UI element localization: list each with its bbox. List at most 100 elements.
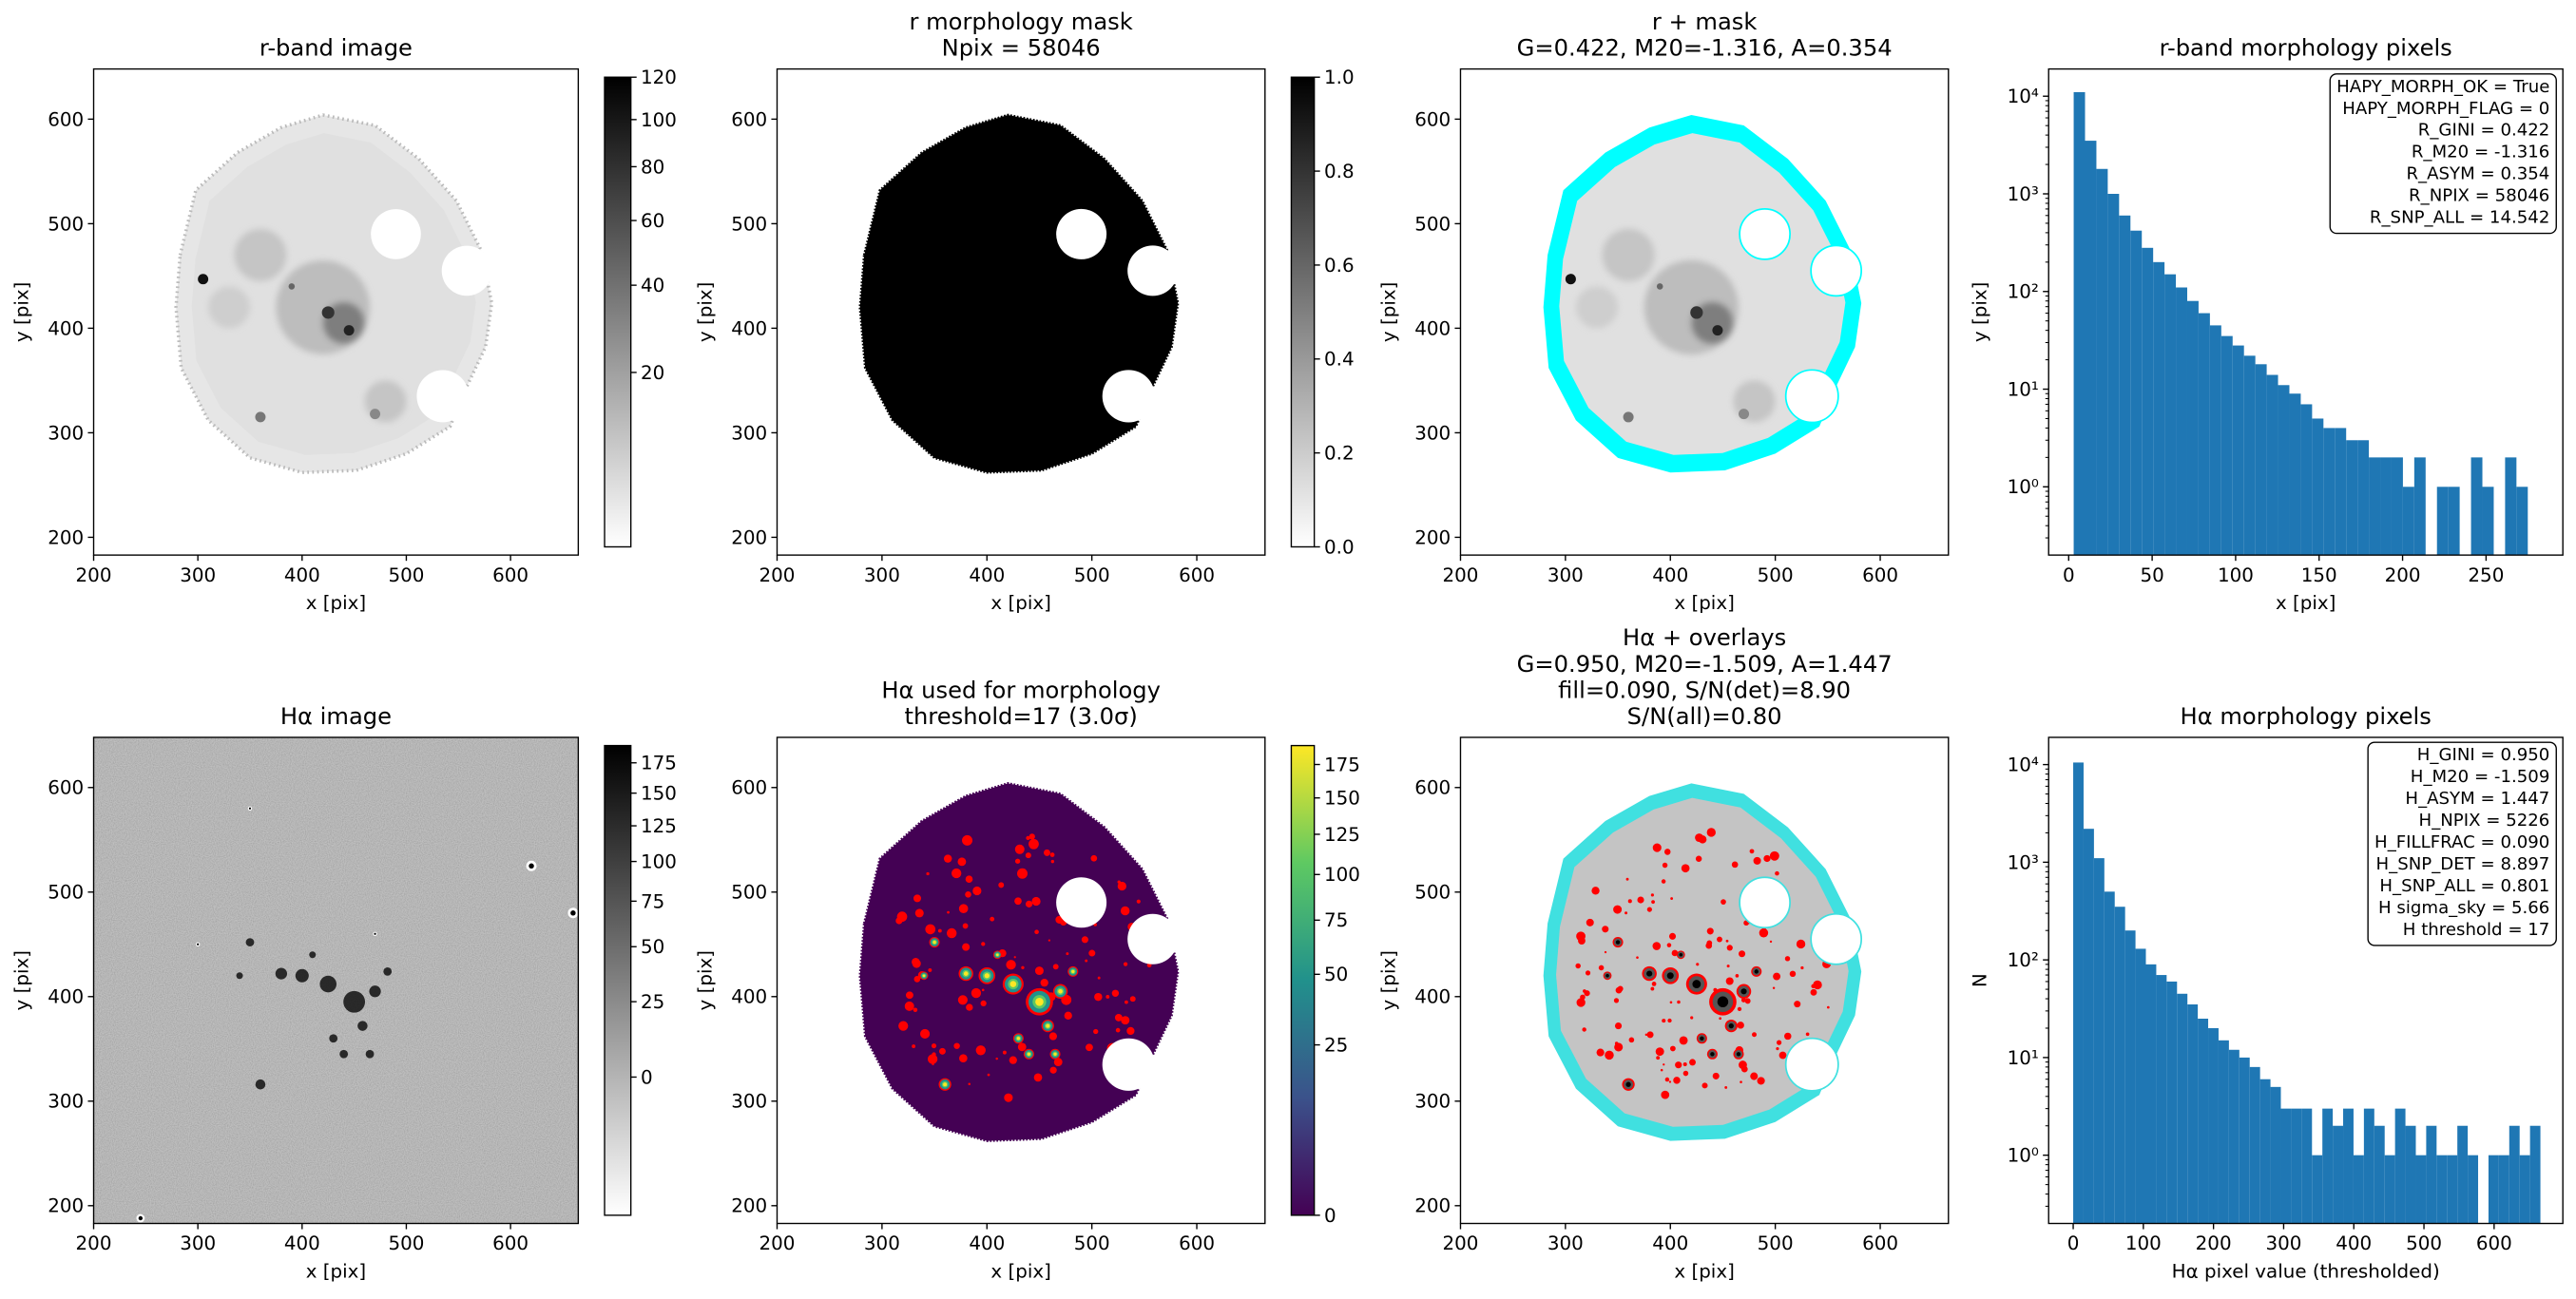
bar (2198, 1019, 2209, 1224)
x-tick-label: 300 (2265, 1232, 2301, 1254)
bar (2391, 457, 2403, 556)
bar (2239, 1057, 2250, 1224)
spot (913, 976, 921, 983)
y-tick-label: 10³ (2008, 183, 2039, 205)
y-tick-label: 300 (48, 422, 84, 444)
bar (2085, 141, 2097, 556)
blob (1565, 274, 1576, 285)
spot (1066, 952, 1069, 956)
colorbar-tick-label: 150 (641, 783, 677, 805)
bar (2436, 1155, 2448, 1224)
colorbar-tick-label: 0.0 (1324, 536, 1355, 558)
y-tick-label: 200 (731, 526, 767, 548)
y-tick-label: 500 (48, 213, 84, 235)
masked-star (441, 245, 492, 296)
spot (914, 908, 924, 918)
x-tick-label: 600 (1179, 564, 1215, 586)
masked-star (1810, 912, 1863, 965)
colorbar-tick-label: 50 (641, 936, 664, 958)
panel-title: r + mask (1652, 9, 1758, 35)
bar (2145, 964, 2157, 1224)
x-tick-label: 600 (1862, 1232, 1898, 1254)
blob (1712, 325, 1723, 336)
x-tick-label: 300 (1548, 564, 1584, 586)
spot (1026, 835, 1030, 840)
spot (1750, 1072, 1759, 1080)
masked-star (1056, 208, 1107, 259)
spot (1604, 950, 1607, 954)
bar (2280, 1108, 2292, 1224)
axes-frame (92, 736, 580, 1225)
spot (927, 1054, 938, 1064)
x-tick-label: 100 (2218, 564, 2254, 586)
masked-star (371, 209, 421, 259)
spot (938, 1047, 946, 1055)
spot (1615, 986, 1623, 994)
masked-star (1127, 913, 1179, 965)
y-axis-label: N (1970, 973, 1991, 987)
spot (1662, 862, 1668, 869)
spot (1094, 992, 1103, 1002)
x-tick-label: 600 (492, 564, 529, 586)
blob (1071, 969, 1075, 974)
spot (1813, 980, 1822, 990)
bar (2186, 300, 2199, 556)
bar (2488, 1155, 2499, 1224)
spot (1673, 1077, 1681, 1084)
spot (946, 927, 957, 939)
panel-title: threshold=17 (3.0σ) (904, 703, 1137, 730)
spot (1120, 906, 1130, 916)
spot (995, 1057, 998, 1060)
x-tick-label: 500 (1074, 564, 1110, 586)
y-axis-label: y [pix] (1377, 950, 1399, 1010)
y-tick-label: 10⁴ (2008, 755, 2039, 776)
blob (321, 306, 335, 319)
spot (1663, 849, 1671, 855)
blob (357, 1021, 368, 1031)
x-tick-label: 500 (388, 1232, 424, 1254)
blob (198, 274, 209, 285)
bar (2130, 230, 2143, 556)
spot (1582, 1027, 1586, 1032)
spot (1776, 1040, 1782, 1045)
spot (1675, 1061, 1682, 1069)
bar (2519, 1155, 2530, 1224)
blob (943, 1082, 948, 1087)
panel-title: Hα + overlays (1623, 624, 1786, 651)
spot (1602, 926, 1609, 933)
annotation-line: R_NPIX = 58046 (2409, 186, 2549, 206)
y-tick-label: 500 (1414, 882, 1451, 904)
x-tick-label: 600 (2476, 1232, 2512, 1254)
colorbar (1290, 76, 1316, 548)
spot (990, 916, 995, 922)
spot (1034, 966, 1044, 976)
bar (2301, 1108, 2313, 1224)
spot (1757, 1077, 1765, 1085)
bar (2107, 193, 2120, 556)
spot (966, 1003, 973, 1011)
bar (2104, 891, 2115, 1224)
y-tick-label: 200 (731, 1195, 767, 1217)
blob (1728, 1022, 1734, 1029)
blob (1692, 980, 1701, 988)
spot (962, 943, 971, 951)
image (93, 736, 579, 1224)
spot (1810, 988, 1817, 996)
spot (1763, 854, 1771, 863)
spot (1679, 1036, 1688, 1045)
spot (1690, 1016, 1694, 1020)
y-tick-label: 200 (1414, 526, 1451, 548)
blob (343, 325, 355, 336)
spot (1636, 956, 1639, 959)
axes-frame (1459, 67, 1950, 556)
spot (1044, 849, 1050, 856)
spot (1125, 1000, 1128, 1004)
masked-star (1784, 369, 1839, 424)
colorbar-tick-label: 100 (641, 850, 677, 872)
masked-star (1127, 245, 1179, 296)
colorbar-tick-label: 75 (1324, 909, 1348, 931)
colorbar-tick-label: 0 (1324, 1205, 1336, 1227)
spot (1614, 1041, 1619, 1045)
blob (1740, 988, 1747, 995)
